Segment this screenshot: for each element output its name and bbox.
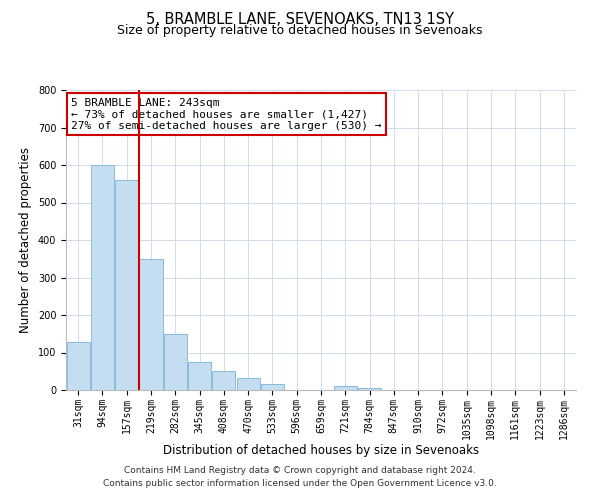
Bar [164, 334, 187, 390]
Bar [334, 386, 357, 390]
Bar [261, 384, 284, 390]
Text: 5 BRAMBLE LANE: 243sqm
← 73% of detached houses are smaller (1,427)
27% of semi-: 5 BRAMBLE LANE: 243sqm ← 73% of detached… [71, 98, 382, 130]
Text: 5, BRAMBLE LANE, SEVENOAKS, TN13 1SY: 5, BRAMBLE LANE, SEVENOAKS, TN13 1SY [146, 12, 454, 28]
Bar [67, 342, 89, 390]
Bar [139, 259, 163, 390]
Text: Contains HM Land Registry data © Crown copyright and database right 2024.
Contai: Contains HM Land Registry data © Crown c… [103, 466, 497, 487]
Bar [236, 378, 260, 390]
Y-axis label: Number of detached properties: Number of detached properties [19, 147, 32, 333]
Text: Size of property relative to detached houses in Sevenoaks: Size of property relative to detached ho… [117, 24, 483, 37]
Bar [358, 388, 381, 390]
X-axis label: Distribution of detached houses by size in Sevenoaks: Distribution of detached houses by size … [163, 444, 479, 458]
Bar [91, 165, 114, 390]
Bar [115, 180, 138, 390]
Bar [212, 371, 235, 390]
Bar [188, 362, 211, 390]
